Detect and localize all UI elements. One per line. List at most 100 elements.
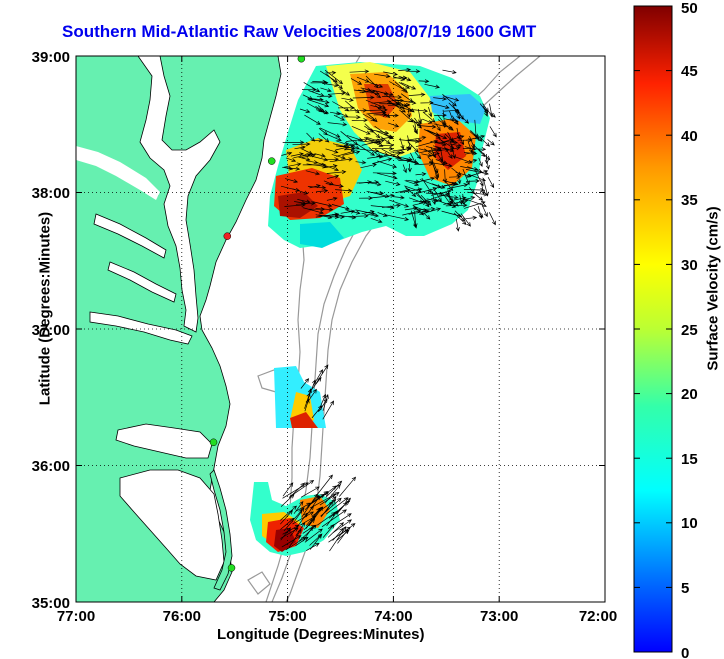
velocity-arrow: [285, 178, 299, 184]
velocity-arrow: [306, 507, 321, 527]
velocity-arrow: [410, 152, 416, 165]
velocity-arrow: [433, 96, 447, 101]
velocity-arrow: [349, 69, 370, 74]
velocity-arrow: [327, 513, 352, 529]
velocity-arrow: [448, 174, 461, 179]
radar-site-marker: [297, 56, 306, 63]
velocity-arrow: [467, 141, 473, 154]
velocity-arrow: [433, 163, 439, 174]
velocity-arrow: [379, 101, 401, 106]
velocity-arrow: [351, 125, 371, 135]
velocity-arrow: [473, 193, 484, 201]
velocity-arrow: [325, 183, 344, 188]
velocity-arrow: [371, 146, 394, 151]
velocity-arrow: [444, 180, 454, 192]
velocity-arrow: [325, 497, 349, 515]
velocity-arrow: [404, 185, 422, 193]
velocity-arrow: [315, 106, 326, 113]
velocity-arrow: [301, 87, 317, 92]
figure-title: Southern Mid-Atlantic Raw Velocities 200…: [62, 22, 537, 41]
velocity-arrow: [327, 91, 346, 96]
velocity-arrow: [341, 97, 354, 102]
velocity-arrow: [452, 104, 461, 120]
velocity-arrow: [372, 157, 393, 164]
velocity-arrow: [322, 394, 329, 411]
chesapeake-bay: [137, 56, 221, 333]
velocity-arrow: [422, 118, 433, 124]
velocity-arrow: [382, 94, 403, 100]
velocity-arrow: [368, 147, 381, 158]
velocity-arrow: [300, 486, 320, 498]
velocity-arrow: [302, 526, 314, 542]
velocity-arrow: [318, 214, 340, 219]
velocity-arrow: [407, 163, 412, 173]
x-tick-label: 72:00: [579, 608, 617, 625]
velocity-arrow: [431, 183, 446, 189]
velocity-arrow: [331, 154, 346, 160]
velocity-arrow: [440, 147, 446, 167]
velocity-arrow: [374, 150, 389, 156]
velocity-arrow: [312, 201, 333, 208]
velocity-arrow: [289, 480, 315, 498]
velocity-arrow: [325, 148, 339, 154]
velocity-arrow: [415, 172, 427, 177]
velocity-arrow: [458, 110, 464, 121]
velocity-arrow: [466, 178, 480, 184]
velocity-arrow: [325, 133, 342, 142]
velocity-arrow: [282, 482, 294, 497]
velocity-arrow: [377, 160, 398, 169]
velocity-arrow: [327, 522, 344, 538]
velocity-arrow: [359, 140, 382, 145]
velocity-arrow: [442, 94, 457, 107]
velocity-arrow: [310, 80, 329, 85]
velocity-arrow: [464, 158, 478, 164]
velocity-arrow: [304, 528, 323, 543]
velocity-arrow: [376, 172, 398, 180]
velocity-arrow: [316, 512, 336, 526]
velocity-arrow: [437, 153, 443, 162]
river-james: [89, 311, 193, 345]
velocity-arrow: [322, 164, 338, 169]
velocity-arrow: [488, 212, 496, 226]
velocity-arrow: [417, 108, 423, 124]
velocity-arrow: [367, 154, 384, 159]
velocity-arrow: [309, 379, 316, 396]
velocity-arrow: [413, 121, 418, 134]
velocity-arrow: [319, 491, 340, 506]
velocity-arrow: [349, 108, 368, 113]
velocity-arrow: [294, 145, 306, 150]
velocity-arrow: [413, 211, 418, 228]
radar-site-marker: [267, 157, 276, 165]
velocity-arrow: [427, 156, 434, 164]
velocity-arrow: [336, 149, 356, 157]
velocity-arrow: [418, 79, 430, 84]
velocity-arrow: [389, 199, 410, 208]
velocity-arrow: [443, 169, 448, 184]
velocity-arrow: [368, 114, 378, 123]
velocity-arrow: [476, 134, 491, 147]
y-tick-label: 38:00: [32, 185, 70, 202]
velocity-arrow: [449, 110, 454, 123]
colorbar-tick-label: 15: [681, 451, 698, 468]
velocity-arrow: [281, 151, 293, 156]
radar-site-marker: [223, 232, 232, 240]
velocity-arrow: [461, 193, 466, 206]
velocity-arrow: [297, 199, 311, 204]
velocity-arrow: [489, 126, 497, 138]
velocity-arrow: [293, 500, 304, 514]
y-tick-label: 36:00: [32, 458, 70, 475]
velocity-arrow: [457, 138, 473, 143]
velocity-arrow: [315, 364, 329, 384]
velocity-arrow: [315, 188, 329, 193]
velocity-arrow: [428, 106, 433, 118]
velocity-arrow: [356, 180, 380, 185]
x-tick-marks: [75, 56, 606, 602]
velocity-arrow: [322, 400, 335, 420]
velocity-arrow: [316, 94, 333, 99]
velocity-arrow: [425, 129, 441, 139]
velocity-arrow: [326, 510, 339, 527]
velocity-arrow: [300, 378, 310, 389]
colorbar-tick-label: 5: [681, 580, 689, 597]
velocity-arrow: [478, 157, 483, 167]
